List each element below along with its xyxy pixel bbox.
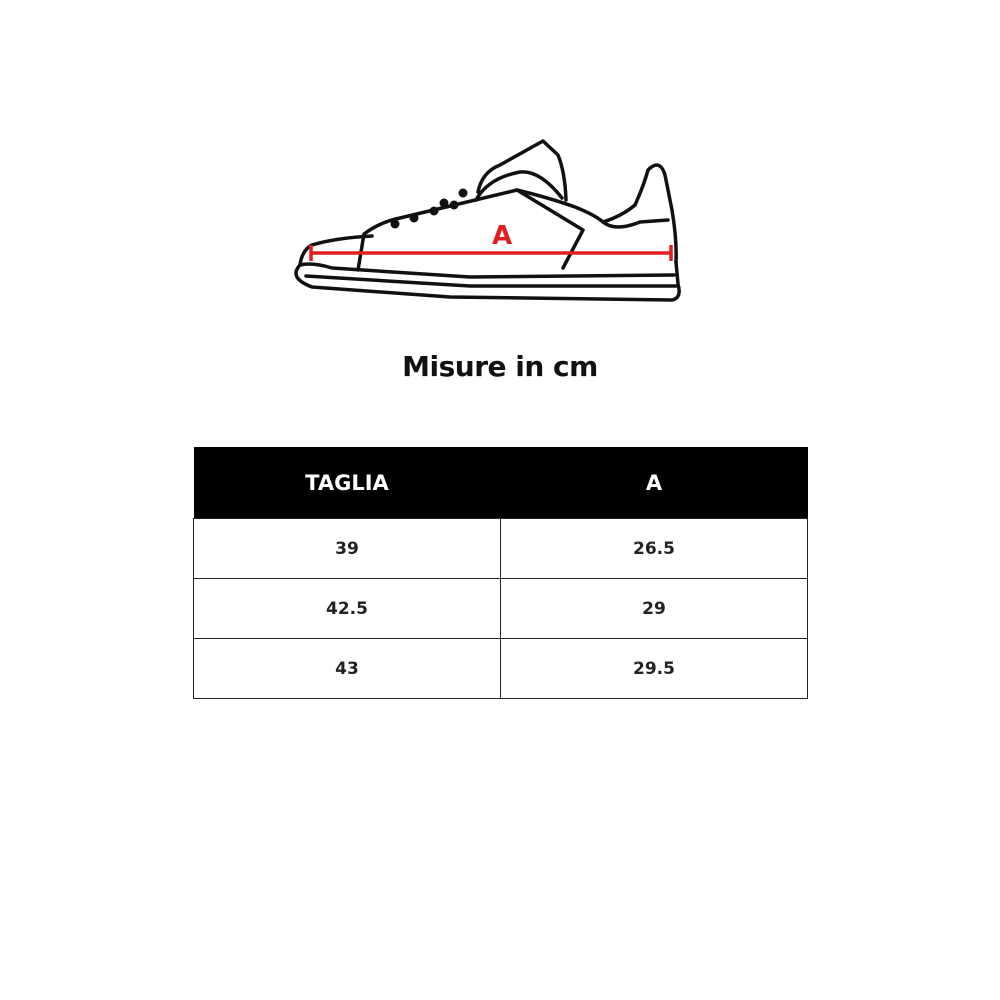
tongue: [476, 139, 568, 202]
cell-size: 43: [193, 638, 501, 699]
header-taglia: TAGLIA: [193, 447, 501, 519]
sole-outline: [294, 260, 681, 302]
cell-size: 39: [193, 518, 501, 579]
header-a: A: [500, 447, 808, 519]
table-row: 43 29.5: [193, 638, 808, 699]
cell-length: 29: [500, 578, 808, 639]
cell-size: 42.5: [193, 578, 501, 639]
cell-length: 26.5: [500, 518, 808, 579]
size-table: TAGLIA A 39 26.5 42.5 29 43 29.5: [193, 447, 808, 699]
heel: [601, 163, 678, 264]
measure-line-a: [309, 245, 673, 261]
table-row: 39 26.5: [193, 518, 808, 579]
measure-label-a: A: [492, 221, 512, 251]
page-title: Misure in cm: [402, 350, 598, 383]
collar: [515, 188, 670, 229]
table-header-row: TAGLIA A: [193, 447, 808, 519]
table-row: 42.5 29: [193, 578, 808, 639]
cell-length: 29.5: [500, 638, 808, 699]
vamp: [356, 188, 585, 272]
sole-top-line: [298, 262, 676, 279]
tongue-inner: [474, 170, 564, 202]
sole-mid-line: [304, 274, 678, 288]
lace-holes: [390, 188, 468, 229]
